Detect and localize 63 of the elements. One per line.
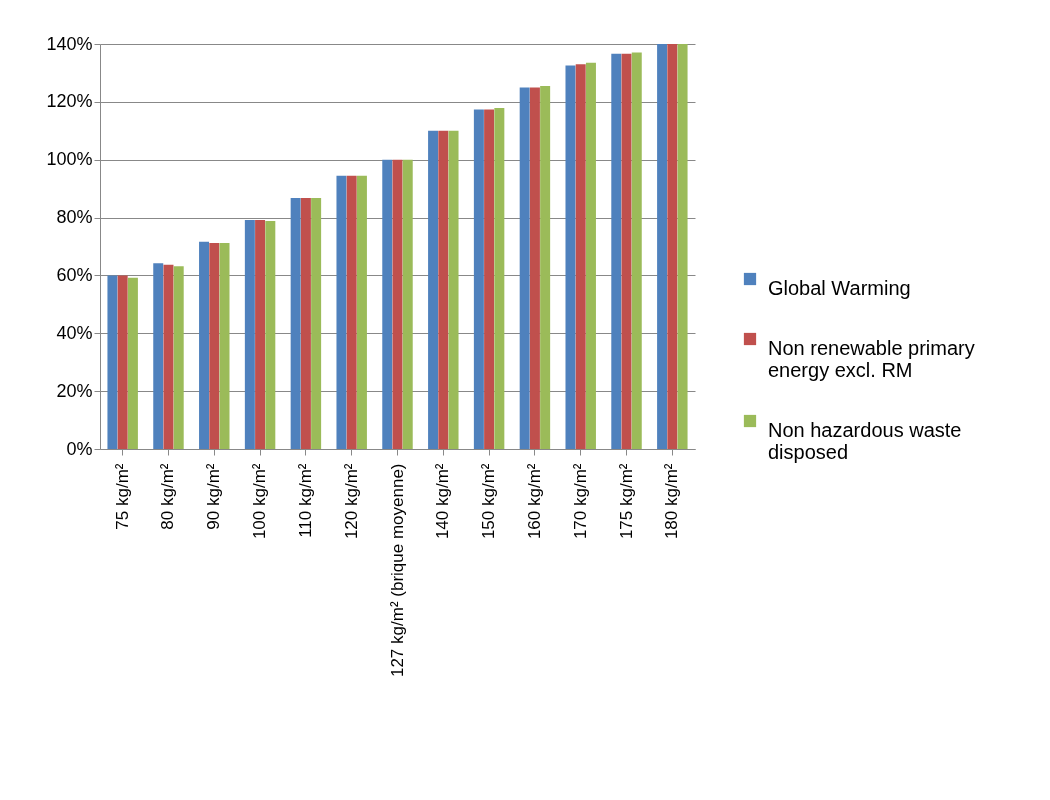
bar (244, 219, 255, 449)
bar (473, 109, 484, 449)
bar (529, 87, 540, 449)
bar (209, 243, 220, 449)
bar (621, 53, 632, 449)
bar (428, 130, 439, 449)
legend-label: Global Warming (768, 277, 911, 299)
bar (199, 241, 210, 449)
y-tick-label: 140% (46, 33, 93, 54)
bar (392, 159, 403, 449)
bar (585, 62, 596, 449)
y-tick-label: 100% (46, 149, 93, 170)
legend-label: Non hazardous waste disposed (768, 419, 962, 463)
bar (438, 130, 449, 449)
x-tick-label: 150 kg/m² (479, 463, 499, 540)
x-tick-label: 120 kg/m² (341, 463, 361, 540)
y-tick-label: 0% (66, 438, 93, 459)
bar (448, 130, 459, 449)
bar (219, 243, 230, 449)
bar (494, 107, 505, 449)
bar (575, 64, 586, 449)
x-tick-label: 170 kg/m² (570, 463, 590, 540)
bar (117, 275, 128, 449)
x-tick-label: 180 kg/m² (662, 463, 682, 540)
bar (311, 197, 322, 449)
bar (677, 44, 688, 449)
bar (163, 264, 174, 449)
x-tick-label: 80 kg/m² (158, 463, 178, 530)
x-tick-label: 110 kg/m² (295, 463, 315, 538)
bar (382, 159, 393, 449)
bar (667, 44, 678, 449)
bar (356, 175, 367, 449)
bar (336, 175, 347, 449)
y-tick-label: 120% (46, 91, 93, 112)
bar (255, 219, 266, 449)
bar (631, 52, 642, 449)
bar (519, 87, 530, 449)
x-tick-label: 160 kg/m² (524, 463, 544, 540)
legend-label: Non renewable primary energy excl. RM (768, 337, 975, 381)
y-tick-label: 80% (56, 207, 93, 228)
x-tick-label: 140 kg/m² (433, 463, 453, 540)
bar (346, 175, 357, 449)
bar (265, 221, 276, 449)
y-tick-label: 40% (56, 322, 93, 343)
x-tick-label: 75 kg/m² (112, 463, 132, 530)
bar (484, 109, 495, 449)
bar (107, 275, 118, 449)
x-tick-label: 175 kg/m² (616, 463, 636, 540)
bar (565, 65, 576, 449)
bar (300, 197, 311, 449)
bar (402, 159, 413, 449)
bar (153, 263, 164, 449)
bar (657, 44, 668, 449)
bar (127, 277, 138, 449)
bar (540, 85, 551, 449)
x-tick-label: 100 kg/m² (250, 463, 270, 540)
bar (173, 266, 184, 449)
x-tick-label: 127 kg/m² (brique moyenne) (387, 463, 407, 678)
bar (611, 53, 622, 449)
y-tick-label: 60% (56, 264, 93, 285)
y-tick-label: 20% (56, 380, 93, 401)
x-tick-label: 90 kg/m² (204, 463, 224, 530)
bar (290, 197, 301, 449)
